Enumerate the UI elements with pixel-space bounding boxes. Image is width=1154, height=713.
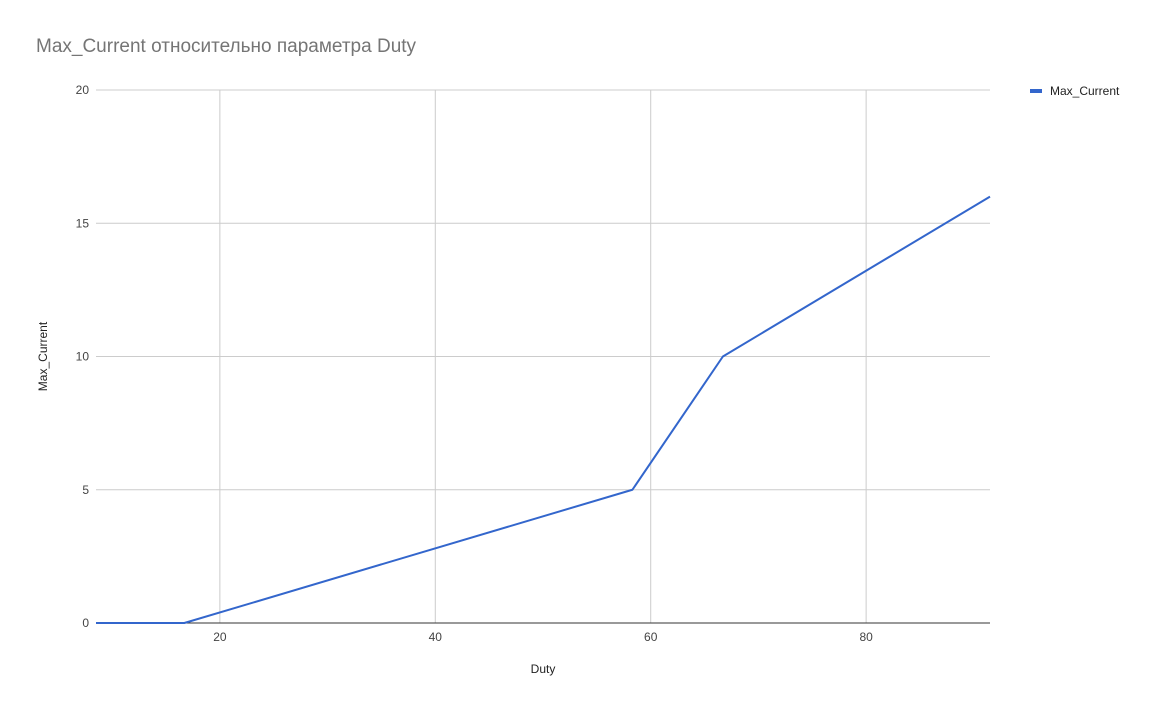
y-tick-label: 10 bbox=[76, 350, 90, 364]
y-tick-label: 15 bbox=[76, 216, 90, 230]
x-tick-label: 80 bbox=[859, 630, 873, 644]
y-tick-label: 5 bbox=[82, 483, 89, 497]
x-tick-label: 60 bbox=[644, 630, 658, 644]
series-line bbox=[96, 195, 991, 624]
y-tick-label: 0 bbox=[82, 616, 89, 630]
legend-label: Max_Current bbox=[1050, 84, 1120, 98]
x-tick-label: 20 bbox=[213, 630, 227, 644]
y-tick-label: 20 bbox=[76, 83, 90, 97]
legend-swatch bbox=[1030, 89, 1042, 93]
x-axis-title: Duty bbox=[531, 662, 556, 676]
chart-title: Max_Current относительно параметра Duty bbox=[36, 36, 417, 57]
x-tick-label: 40 bbox=[429, 630, 443, 644]
y-axis-title: Max_Current bbox=[36, 321, 50, 391]
